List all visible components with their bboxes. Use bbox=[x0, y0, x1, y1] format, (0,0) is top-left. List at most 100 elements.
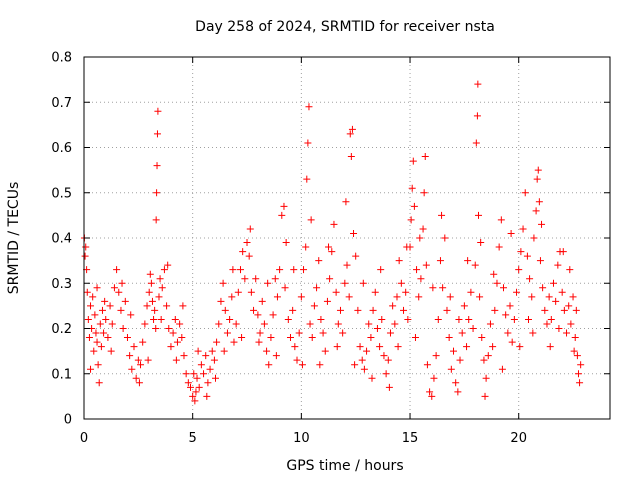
data-point bbox=[130, 343, 138, 351]
data-point bbox=[252, 275, 260, 283]
data-point bbox=[499, 284, 507, 292]
data-point bbox=[454, 388, 462, 396]
data-point bbox=[169, 329, 177, 337]
data-point bbox=[347, 153, 355, 161]
y-tick-label: 0.7 bbox=[51, 96, 72, 111]
data-point bbox=[93, 284, 101, 292]
data-point bbox=[171, 315, 179, 323]
data-point bbox=[119, 325, 127, 332]
data-point bbox=[378, 315, 386, 323]
data-point bbox=[517, 248, 525, 256]
data-point bbox=[504, 329, 512, 337]
data-point bbox=[554, 261, 562, 269]
data-point bbox=[493, 279, 501, 287]
y-tick-label: 0.4 bbox=[51, 232, 72, 247]
data-point bbox=[247, 288, 255, 296]
data-point bbox=[189, 392, 197, 400]
data-point bbox=[413, 266, 421, 274]
data-point bbox=[284, 315, 292, 323]
y-tick-label: 0.5 bbox=[51, 186, 72, 201]
data-point bbox=[521, 189, 529, 197]
data-point bbox=[87, 302, 95, 310]
data-point bbox=[193, 374, 201, 382]
data-point bbox=[154, 107, 162, 115]
data-point bbox=[81, 252, 89, 260]
data-point bbox=[101, 297, 109, 305]
data-point bbox=[328, 248, 336, 256]
data-point bbox=[165, 325, 173, 332]
data-point bbox=[376, 343, 384, 351]
data-point bbox=[341, 279, 349, 287]
data-point bbox=[446, 293, 454, 301]
data-point bbox=[386, 329, 394, 337]
data-point bbox=[260, 320, 268, 328]
data-point bbox=[118, 279, 126, 287]
data-point bbox=[426, 388, 434, 396]
data-point bbox=[445, 334, 453, 342]
data-point bbox=[239, 248, 247, 256]
data-point bbox=[402, 288, 410, 296]
data-point bbox=[87, 365, 95, 373]
data-point bbox=[273, 293, 281, 301]
data-point bbox=[363, 347, 371, 355]
data-point bbox=[290, 266, 298, 274]
data-point bbox=[127, 311, 135, 319]
data-point bbox=[123, 334, 131, 342]
data-point bbox=[541, 306, 549, 314]
data-point bbox=[208, 347, 216, 355]
data-point bbox=[172, 356, 180, 364]
data-point bbox=[532, 207, 540, 215]
data-point bbox=[515, 266, 523, 274]
data-point bbox=[572, 306, 580, 314]
data-point bbox=[126, 352, 134, 360]
data-point bbox=[191, 397, 199, 405]
data-point bbox=[507, 229, 515, 237]
tick-layer: 0 0.1 0.2 0.3 0.4 0.5 0.6 0.7 0.8 0 5 10 15 20 bbox=[51, 51, 610, 446]
data-point bbox=[571, 334, 579, 342]
data-point bbox=[434, 315, 442, 323]
data-point bbox=[358, 356, 366, 364]
data-point bbox=[477, 239, 485, 247]
data-point bbox=[272, 352, 280, 360]
data-point bbox=[241, 275, 249, 283]
data-point bbox=[407, 216, 415, 224]
data-point bbox=[543, 320, 551, 328]
data-point bbox=[173, 338, 181, 346]
data-point bbox=[307, 216, 315, 224]
data-point bbox=[471, 261, 479, 269]
data-point bbox=[476, 293, 484, 301]
data-point bbox=[132, 374, 140, 382]
data-point bbox=[310, 302, 318, 310]
data-point bbox=[394, 343, 402, 351]
data-point bbox=[416, 234, 424, 242]
data-point bbox=[498, 365, 506, 373]
data-point bbox=[565, 302, 573, 310]
data-point bbox=[143, 302, 151, 310]
data-point bbox=[570, 347, 578, 355]
data-point bbox=[397, 279, 405, 287]
data-point bbox=[573, 352, 581, 360]
data-point bbox=[497, 216, 505, 224]
data-point bbox=[139, 338, 147, 346]
data-point bbox=[380, 352, 388, 360]
data-point bbox=[187, 383, 195, 391]
y-tick-label: 0.6 bbox=[51, 141, 72, 156]
data-point bbox=[94, 361, 102, 369]
data-point bbox=[246, 225, 254, 233]
data-point bbox=[489, 343, 497, 351]
data-point bbox=[98, 306, 106, 314]
data-point bbox=[215, 320, 223, 328]
y-tick-label: 0.1 bbox=[51, 367, 72, 382]
data-point bbox=[121, 297, 129, 305]
data-point bbox=[545, 293, 553, 301]
data-point bbox=[212, 374, 219, 382]
data-point bbox=[342, 198, 350, 206]
data-point bbox=[176, 320, 184, 328]
data-point bbox=[134, 356, 142, 364]
data-point bbox=[385, 383, 393, 391]
data-point bbox=[269, 311, 277, 319]
data-point bbox=[182, 370, 190, 378]
data-point bbox=[343, 261, 351, 269]
data-point bbox=[302, 243, 310, 251]
